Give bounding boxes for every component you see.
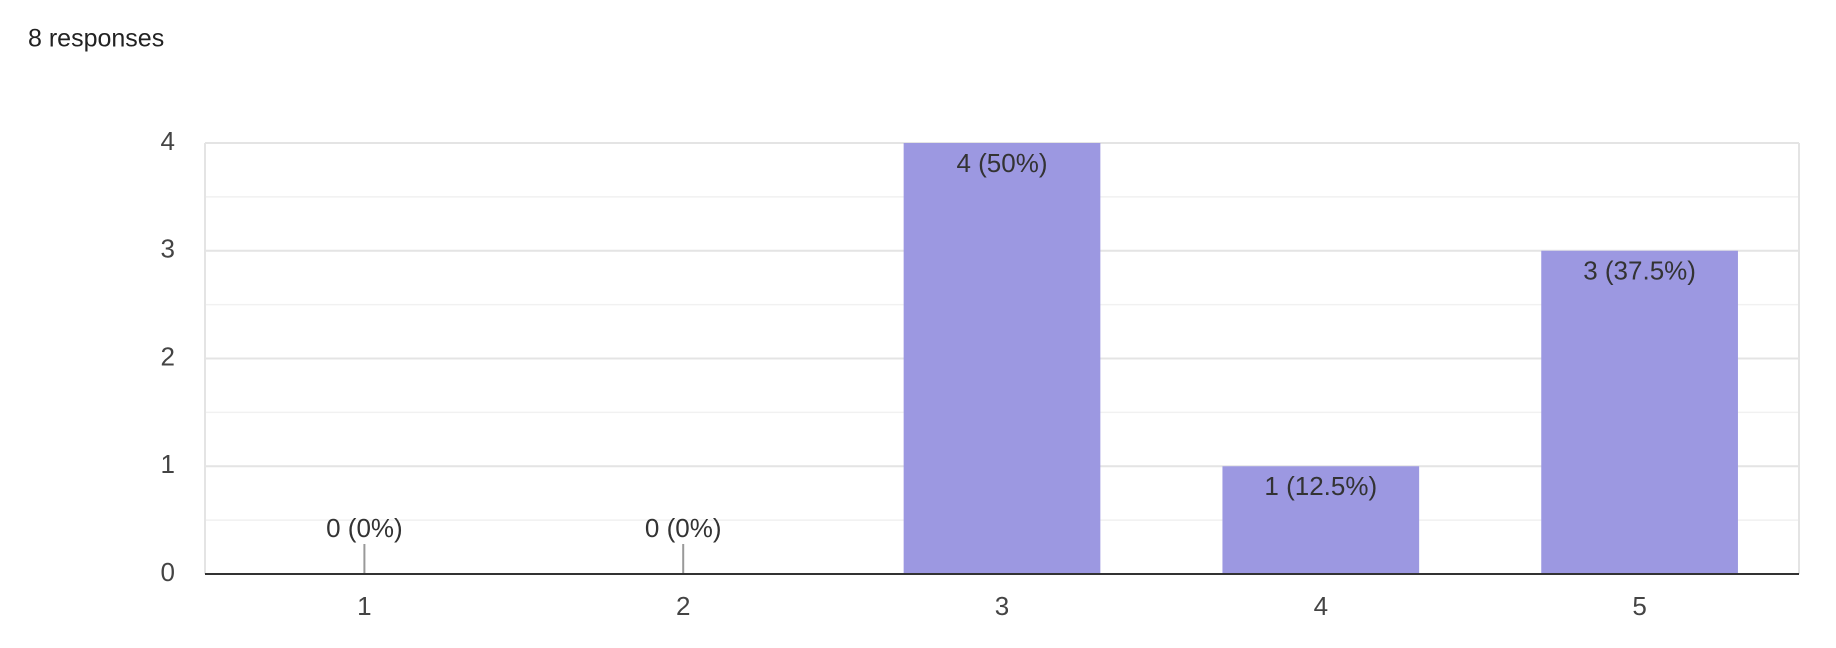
- value-label: 3 (37.5%): [1583, 256, 1696, 286]
- y-tick-label: 1: [161, 449, 175, 479]
- bar: [1222, 466, 1420, 574]
- y-tick-label: 3: [161, 234, 175, 264]
- x-tick-label: 3: [995, 591, 1009, 621]
- y-tick-label: 4: [161, 126, 175, 156]
- value-label: 1 (12.5%): [1264, 471, 1377, 501]
- bar: [903, 143, 1101, 574]
- x-tick-label: 1: [357, 591, 371, 621]
- value-label: 0 (0%): [645, 513, 722, 543]
- chart-title: 8 responses: [28, 25, 164, 53]
- y-tick-label: 2: [161, 341, 175, 371]
- x-tick-label: 5: [1632, 591, 1646, 621]
- bar: [1541, 250, 1738, 574]
- y-tick-label: 0: [161, 557, 175, 587]
- x-tick-label: 4: [1314, 591, 1328, 621]
- x-tick-label: 2: [676, 591, 690, 621]
- value-label: 0 (0%): [326, 513, 403, 543]
- value-label: 4 (50%): [956, 148, 1047, 178]
